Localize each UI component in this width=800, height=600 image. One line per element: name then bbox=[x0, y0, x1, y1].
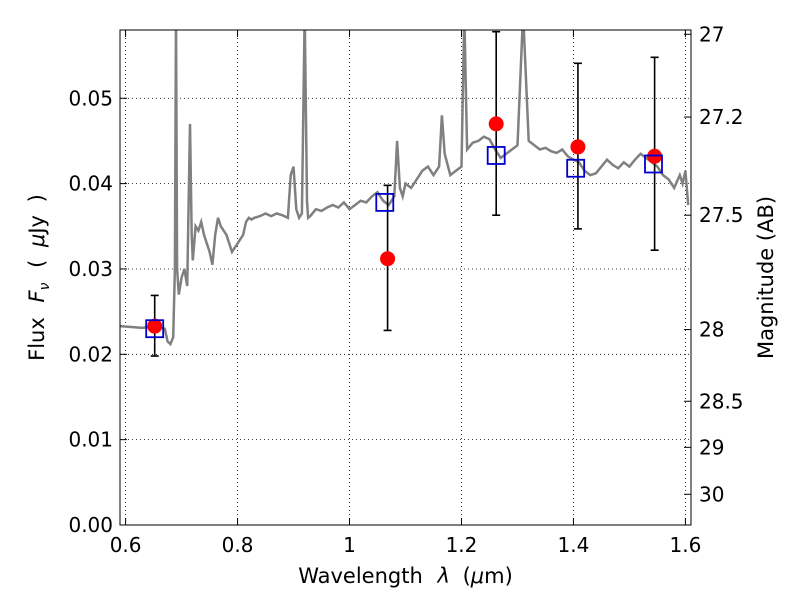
x-axis-label: Wavelength λ (μm) bbox=[298, 564, 513, 588]
x-tick-label: 1.4 bbox=[558, 533, 590, 557]
x-tick-label: 1.6 bbox=[669, 533, 701, 557]
grid bbox=[120, 30, 691, 526]
model-points bbox=[145, 146, 663, 339]
x-axis-label-prefix: Wavelength bbox=[298, 564, 423, 588]
y-axis-label-prefix: Flux bbox=[25, 317, 49, 361]
data-point bbox=[488, 116, 504, 132]
y-axis-label-unit-open: ( bbox=[25, 260, 49, 268]
y2-tick-label: 27.2 bbox=[699, 105, 744, 129]
data-point bbox=[147, 318, 163, 334]
y-axis-label: Flux Fν ( μJy ) bbox=[25, 194, 54, 361]
y2-tick-label: 30 bbox=[699, 482, 724, 506]
y2-tick-label: 27.5 bbox=[699, 203, 744, 227]
y-axis-label-unit-mu: μ bbox=[25, 234, 49, 248]
x-axis-label-unit-mu: μ bbox=[470, 564, 484, 588]
y-tick-label: 0.03 bbox=[68, 257, 113, 281]
spectrum-line bbox=[120, 30, 690, 347]
axis-ticks: 0.6 0.8 1 1.2 1.4 1.6 0.00 0.01 0.02 0.03 0.04 0.05… bbox=[68, 22, 743, 557]
x-tick-label: 0.8 bbox=[222, 533, 254, 557]
photometry-points bbox=[147, 116, 663, 334]
y2-tick-label: 28.5 bbox=[699, 389, 744, 413]
model-point bbox=[486, 146, 506, 165]
y-tick-label: 0.02 bbox=[68, 342, 113, 366]
plot-series bbox=[120, 30, 690, 357]
y-tick-label: 0.05 bbox=[68, 86, 113, 110]
model-point bbox=[145, 319, 165, 339]
x-axis-label-unit-open: ( bbox=[463, 564, 471, 588]
data-point bbox=[380, 251, 396, 267]
right-axis-label: Magnitude (AB) bbox=[754, 196, 778, 359]
model-point bbox=[644, 154, 663, 174]
y-axis-label-subscript: ν bbox=[37, 282, 53, 290]
x-axis-label-symbol: λ bbox=[436, 564, 449, 588]
y-tick-label: 0.00 bbox=[68, 513, 113, 537]
x-tick-label: 1 bbox=[343, 533, 356, 557]
y-axis-label-unit-rest: Jy bbox=[25, 215, 49, 236]
model-point bbox=[566, 158, 586, 178]
y2-tick-label: 27 bbox=[699, 22, 724, 46]
y-axis-label-unit-close: ) bbox=[25, 194, 49, 202]
plot-frame bbox=[119, 29, 692, 526]
data-point bbox=[570, 139, 586, 155]
y2-tick-label: 28 bbox=[699, 318, 724, 342]
model-point bbox=[375, 192, 395, 212]
x-axis-label-unit-rest: m) bbox=[484, 564, 513, 588]
y-tick-label: 0.04 bbox=[68, 172, 113, 196]
error-bars bbox=[150, 30, 659, 357]
x-tick-label: 1.2 bbox=[446, 533, 478, 557]
y-axis-label-symbol: F bbox=[25, 290, 49, 303]
x-tick-label: 0.6 bbox=[110, 533, 142, 557]
y2-tick-label: 29 bbox=[699, 435, 724, 459]
y-tick-label: 0.01 bbox=[68, 428, 113, 452]
